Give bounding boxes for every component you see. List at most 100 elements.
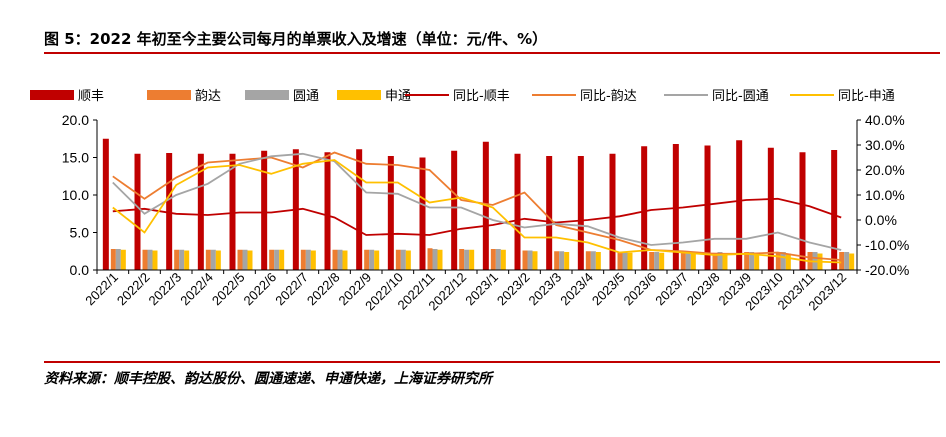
- chart-title: 图 5：2022 年初至今主要公司每月的单票收入及增速（单位：元/件、%）: [44, 30, 548, 48]
- bar-yto: [844, 252, 850, 270]
- bar-shunfeng: [577, 156, 584, 270]
- legend-yunda: 韵达: [147, 89, 221, 104]
- bar-sto: [342, 250, 348, 270]
- bar-yto: [369, 249, 375, 270]
- bar-yunda: [554, 251, 560, 270]
- bar-yunda: [427, 248, 433, 270]
- bar-yto: [780, 252, 786, 270]
- source-note: 资料来源：顺丰控股、韵达股份、圆通速递、申通快递，上海证券研究所: [44, 371, 492, 387]
- bar-shunfeng: [356, 149, 363, 270]
- bar-sto: [627, 252, 633, 270]
- bar-shunfeng: [831, 150, 838, 270]
- bar-sto: [405, 250, 411, 270]
- legend-label: 同比-顺丰: [453, 89, 510, 104]
- bar-shunfeng: [166, 153, 173, 270]
- bar-yunda: [744, 252, 750, 270]
- bar-yunda: [585, 251, 591, 270]
- right-tick-label: -10.0%: [865, 237, 909, 253]
- x-tick-label: 2022/2: [114, 270, 153, 309]
- bar-yunda: [364, 249, 370, 270]
- bar-yto: [464, 249, 470, 270]
- bar-yto: [432, 249, 438, 270]
- x-tick-label: 2023/3: [526, 270, 565, 309]
- bar-yunda: [617, 252, 623, 270]
- bar-sto: [120, 249, 126, 270]
- bar-yto: [749, 252, 755, 270]
- bar-sto: [247, 250, 253, 270]
- legend-sto-yoy: 同比-申通: [790, 89, 895, 104]
- bar-yto: [685, 252, 691, 270]
- legend-shunfeng-yoy: 同比-顺丰: [405, 89, 510, 104]
- bar-shunfeng: [134, 153, 141, 270]
- x-tick-label: 2023/2: [494, 270, 533, 309]
- right-tick-label: -20.0%: [865, 262, 909, 278]
- bar-shunfeng: [641, 146, 648, 270]
- title-divider: [44, 52, 940, 54]
- bar-sto: [754, 253, 760, 270]
- line-series-group: [112, 151, 842, 264]
- x-tick-label: 2022/6: [241, 270, 280, 309]
- bar-yunda: [332, 249, 338, 270]
- legend-label: 同比-韵达: [580, 89, 637, 104]
- bar-shunfeng: [767, 147, 774, 270]
- legend-label: 韵达: [195, 89, 221, 104]
- left-tick-label: 10.0: [62, 187, 89, 203]
- bar-yunda: [142, 249, 148, 270]
- bar-shunfeng: [324, 152, 331, 270]
- bar-sto: [184, 250, 190, 270]
- bar-yto: [147, 249, 153, 270]
- bar-shunfeng: [387, 156, 394, 270]
- legend-yto-yoy: 同比-圆通: [664, 89, 769, 104]
- bar-sto: [500, 249, 506, 270]
- legend-label: 同比-圆通: [712, 89, 769, 104]
- bar-sto: [849, 253, 855, 270]
- bar-yto: [495, 249, 501, 270]
- x-tick-label: 2023/6: [621, 270, 660, 309]
- bar-shunfeng: [102, 138, 109, 270]
- bar-shunfeng: [419, 157, 426, 270]
- bar-sto: [595, 252, 601, 270]
- legend-label: 圆通: [293, 89, 319, 104]
- legend-swatch: [147, 90, 191, 100]
- bar-yunda: [110, 249, 116, 270]
- bar-shunfeng: [704, 145, 711, 270]
- bar-yto: [274, 249, 280, 270]
- bar-sto: [532, 251, 538, 270]
- x-tick-label: 2023/7: [652, 270, 691, 309]
- right-tick-label: 10.0%: [865, 187, 905, 203]
- bar-yto: [400, 249, 406, 270]
- line-yunda-yoy: [112, 151, 842, 261]
- bar-shunfeng: [451, 150, 458, 270]
- legend-yunda-yoy: 同比-韵达: [532, 89, 637, 104]
- bar-yunda: [205, 249, 211, 270]
- left-tick-label: 5.0: [70, 225, 90, 241]
- bar-sto: [215, 250, 221, 270]
- bar-shunfeng: [229, 153, 236, 270]
- legend-label: 顺丰: [78, 89, 104, 104]
- bar-shunfeng: [736, 140, 743, 270]
- bar-shunfeng: [197, 153, 204, 270]
- bar-shunfeng: [799, 152, 806, 270]
- legend-swatch: [30, 90, 74, 100]
- bar-yunda: [522, 250, 528, 270]
- x-tick-label: 2022/4: [177, 270, 216, 309]
- bar-sto: [310, 250, 316, 270]
- bar-yunda: [649, 252, 655, 270]
- legend-yto: 圆通: [245, 89, 319, 104]
- bar-yunda: [174, 249, 180, 270]
- right-tick-label: 0.0%: [865, 212, 897, 228]
- bar-sto: [469, 249, 475, 270]
- bar-shunfeng: [672, 144, 679, 270]
- bar-sto: [152, 250, 158, 270]
- legend-shunfeng: 顺丰: [30, 89, 104, 104]
- bar-yto: [527, 250, 533, 270]
- bar-sto: [279, 249, 285, 270]
- right-tick-label: 30.0%: [865, 137, 905, 153]
- bar-yto: [590, 251, 596, 270]
- bar-yto: [179, 249, 185, 270]
- left-tick-label: 15.0: [62, 150, 89, 166]
- bar-yunda: [300, 249, 306, 270]
- legend-swatch: [337, 90, 381, 100]
- bar-sto: [437, 249, 443, 270]
- bar-yto: [305, 249, 311, 270]
